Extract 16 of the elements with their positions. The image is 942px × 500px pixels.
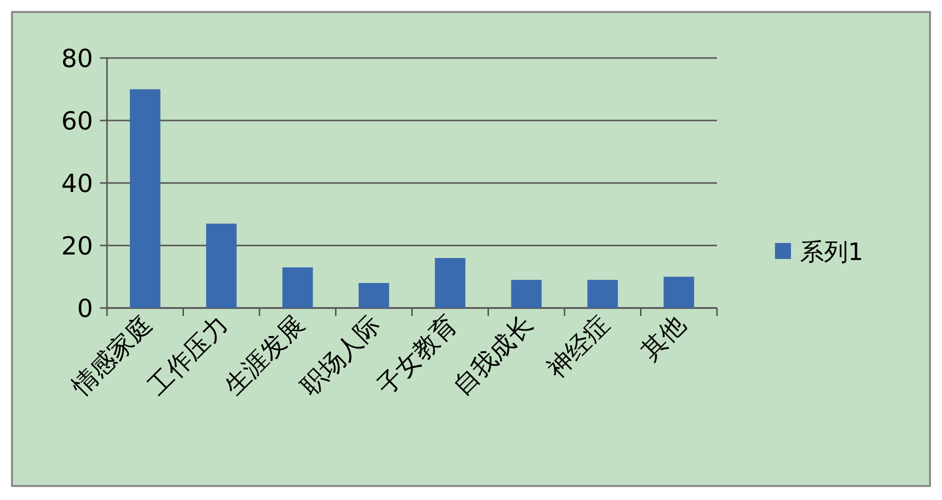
x-tick-label: 其他 — [635, 310, 692, 366]
bar — [282, 267, 313, 308]
bar — [206, 224, 237, 308]
legend-label: 系列1 — [800, 238, 864, 266]
x-tick-label: 神经症 — [541, 310, 615, 384]
y-tick-label: 60 — [61, 106, 93, 136]
bar — [434, 258, 466, 308]
bar — [587, 280, 618, 308]
bar — [130, 89, 160, 308]
bar — [664, 276, 694, 308]
bar — [358, 283, 390, 308]
bar — [511, 280, 542, 308]
y-tick-label: 40 — [61, 169, 93, 198]
y-tick-label: 0 — [77, 294, 93, 323]
y-tick-label: 20 — [61, 232, 93, 260]
y-tick-label: 80 — [61, 44, 93, 73]
